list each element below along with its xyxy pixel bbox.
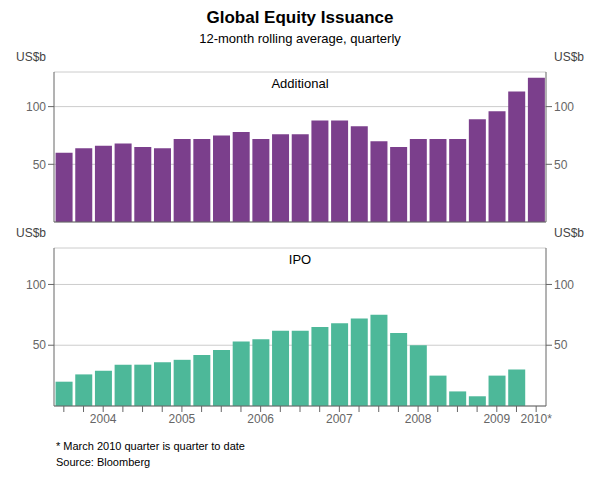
svg-text:50: 50 — [554, 158, 568, 172]
svg-text:50: 50 — [554, 338, 568, 352]
svg-text:2007: 2007 — [326, 412, 353, 426]
svg-text:100: 100 — [26, 278, 46, 292]
html-text:Global Equity Issuance: Global Equity Issuance — [206, 8, 394, 27]
html-text:* March 2010 quarter is quarte: * March 2010 quarter is quarter to date — [56, 440, 245, 452]
svg-text:2004: 2004 — [90, 412, 117, 426]
html-text:US$b: US$b — [16, 50, 46, 64]
svg-text:2008: 2008 — [405, 412, 432, 426]
html-text:12-month rolling average, quar: 12-month rolling average, quarterly — [199, 31, 401, 46]
html-text:IPO: IPO — [288, 252, 312, 267]
svg-text:2006: 2006 — [247, 412, 274, 426]
svg-text:100: 100 — [554, 100, 574, 114]
svg-text:100: 100 — [26, 100, 46, 114]
svg-text:2005: 2005 — [169, 412, 196, 426]
svg-text:2009: 2009 — [483, 412, 510, 426]
html-text:Source: Bloomberg: Source: Bloomberg — [56, 456, 151, 468]
html-text:US$b: US$b — [554, 50, 584, 64]
svg-text:50: 50 — [33, 158, 47, 172]
svg-text:50: 50 — [33, 338, 47, 352]
svg-text:2010*: 2010* — [520, 412, 552, 426]
html-text:US$b: US$b — [554, 226, 584, 240]
html-text:US$b: US$b — [16, 226, 46, 240]
svg-text:100: 100 — [554, 278, 574, 292]
html-text:Additional: Additional — [271, 76, 329, 91]
